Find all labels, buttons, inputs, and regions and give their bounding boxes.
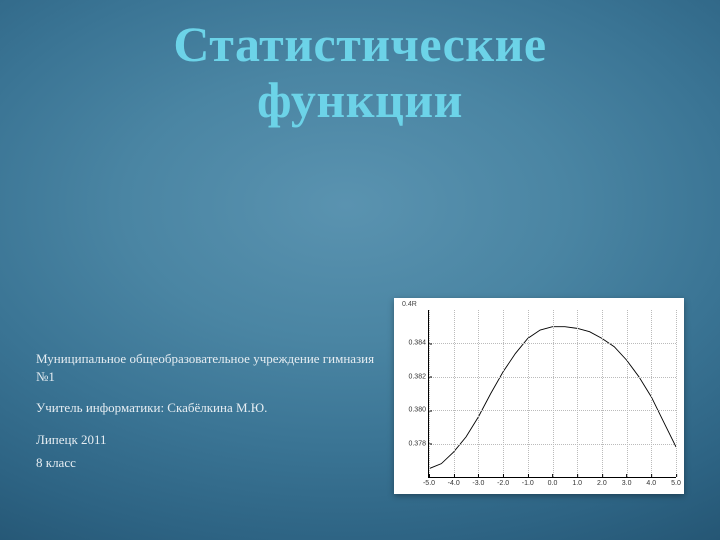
chart-gridline-v [577,310,578,477]
chart-xtick: -4.0 [448,477,460,487]
chart-xtick: 1.0 [572,477,582,487]
chart-ytick: 0.380 [408,407,429,414]
chart-ytick: 0.384 [408,340,429,347]
chart-gridline-v [602,310,603,477]
chart-gridline-v [651,310,652,477]
school-name: Муниципальное общеобразовательное учрежд… [36,350,396,385]
chart-xtick: 2.0 [597,477,607,487]
city-year: Липецк 2011 [36,431,396,449]
title-line-1: Статистические [173,16,546,72]
slide-title: Статистические функции [0,16,720,128]
chart-plot-area: 0.3780.3800.3820.384-5.0-4.0-3.0-2.0-1.0… [428,310,676,478]
chart-gridline-v [503,310,504,477]
grade: 8 класс [36,454,396,472]
chart-xtick: -5.0 [423,477,435,487]
chart-title: 0.4R [394,298,684,308]
chart-gridline-v [478,310,479,477]
teacher-name: Учитель информатики: Скабёлкина М.Ю. [36,399,396,417]
title-line-2: функции [257,72,463,128]
chart-xtick: 4.0 [646,477,656,487]
chart-xtick: 0.0 [548,477,558,487]
chart-thumbnail: 0.4R 0.3780.3800.3820.384-5.0-4.0-3.0-2.… [394,298,684,494]
chart-xtick: -3.0 [472,477,484,487]
chart-ytick: 0.378 [408,440,429,447]
chart-xtick: -2.0 [497,477,509,487]
chart-xtick: 5.0 [671,477,681,487]
chart-xtick: -1.0 [522,477,534,487]
chart-gridline-v [627,310,628,477]
chart-gridline-v [429,310,430,477]
chart-gridline-v [676,310,677,477]
chart-gridline-v [553,310,554,477]
chart-gridline-v [528,310,529,477]
info-block: Муниципальное общеобразовательное учрежд… [36,350,396,486]
chart-xtick: 3.0 [622,477,632,487]
chart-ytick: 0.382 [408,373,429,380]
chart-gridline-v [454,310,455,477]
